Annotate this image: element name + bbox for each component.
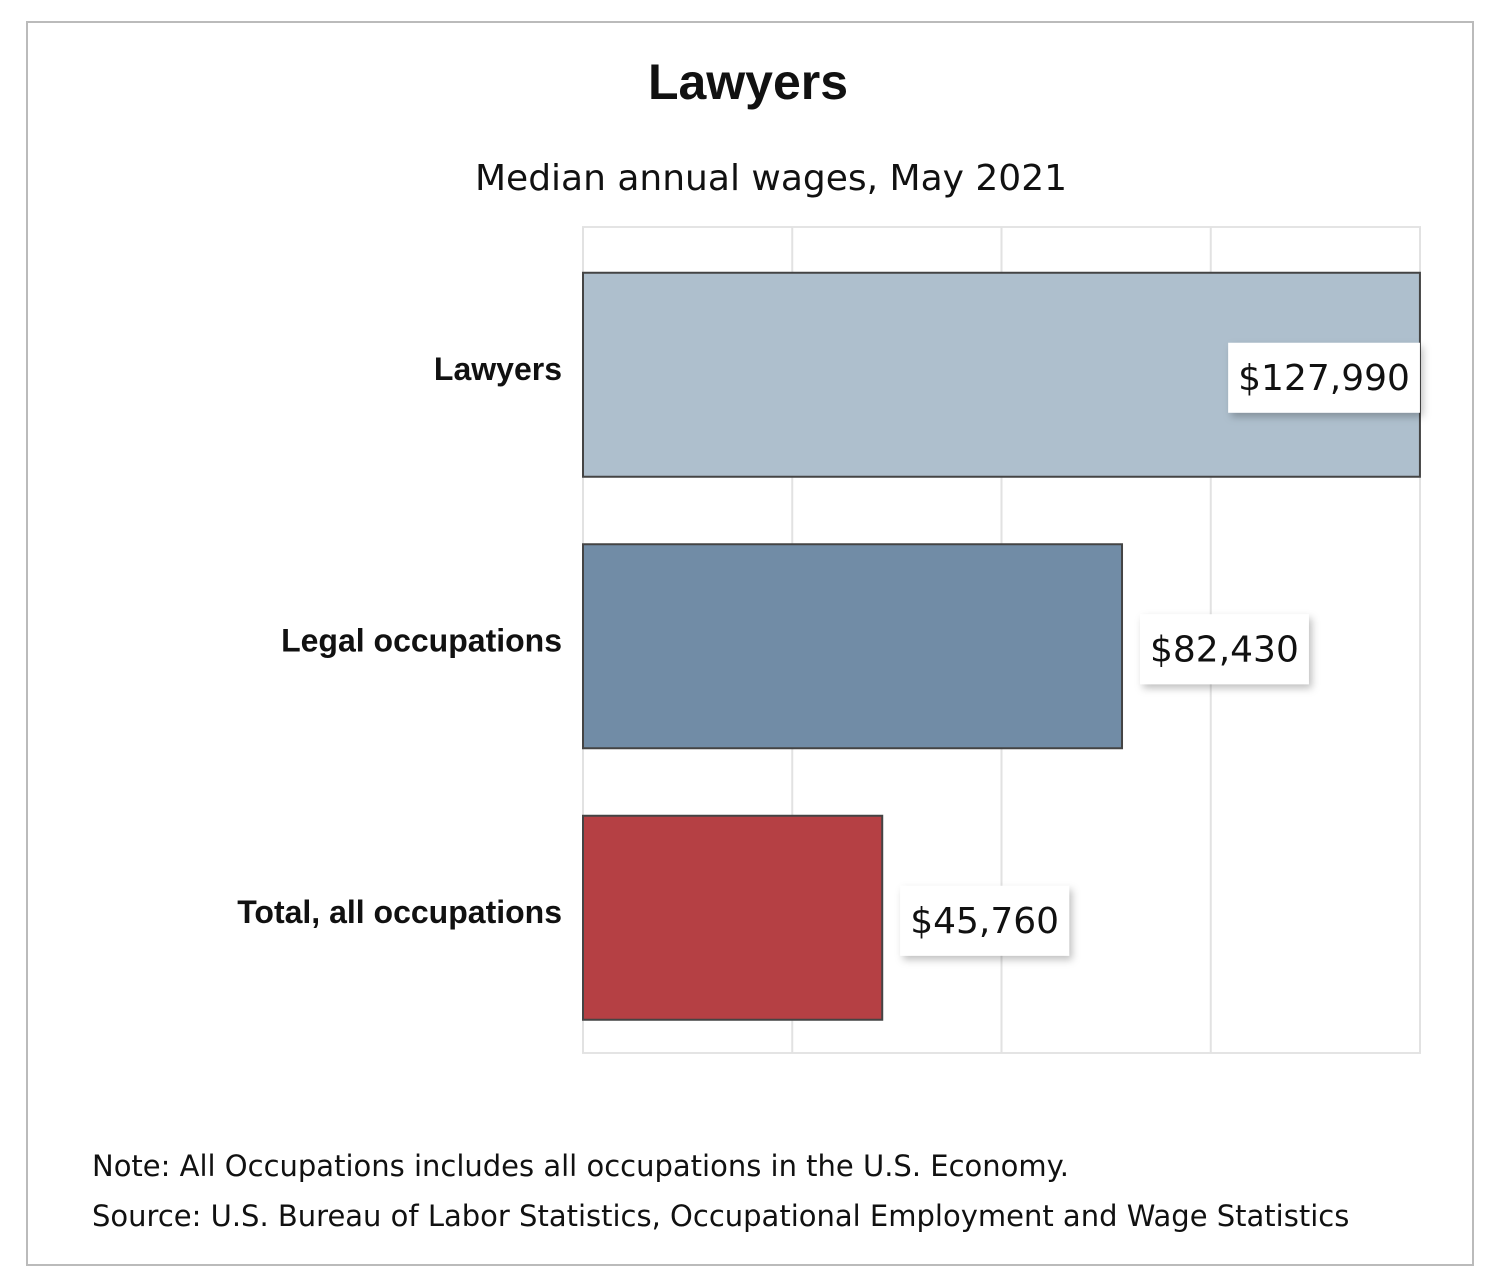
chart-subtitle: Median annual wages, May 2021 bbox=[475, 158, 1067, 199]
note: Note: All Occupations includes all occup… bbox=[92, 1149, 1069, 1183]
value-label-box: $45,760 bbox=[900, 885, 1070, 956]
value-label-box: $82,430 bbox=[1140, 614, 1309, 685]
value-label-bg bbox=[900, 885, 1070, 956]
value-label: $45,760 bbox=[910, 901, 1059, 942]
value-label-bg bbox=[1228, 342, 1420, 413]
value-label-bg bbox=[1140, 614, 1309, 685]
value-label: $82,430 bbox=[1150, 629, 1299, 670]
value-label-box: $127,990 bbox=[1228, 342, 1420, 413]
bar bbox=[582, 543, 1124, 750]
source: Source: U.S. Bureau of Labor Statistics,… bbox=[92, 1199, 1349, 1233]
value-label: $127,990 bbox=[1238, 358, 1410, 399]
y-tick-label: Legal occupations bbox=[281, 623, 562, 659]
y-tick-label: Lawyers bbox=[434, 351, 562, 387]
bar bbox=[582, 814, 884, 1021]
chart-title: Lawyers bbox=[648, 54, 848, 110]
y-tick-label: Total, all occupations bbox=[237, 894, 562, 930]
